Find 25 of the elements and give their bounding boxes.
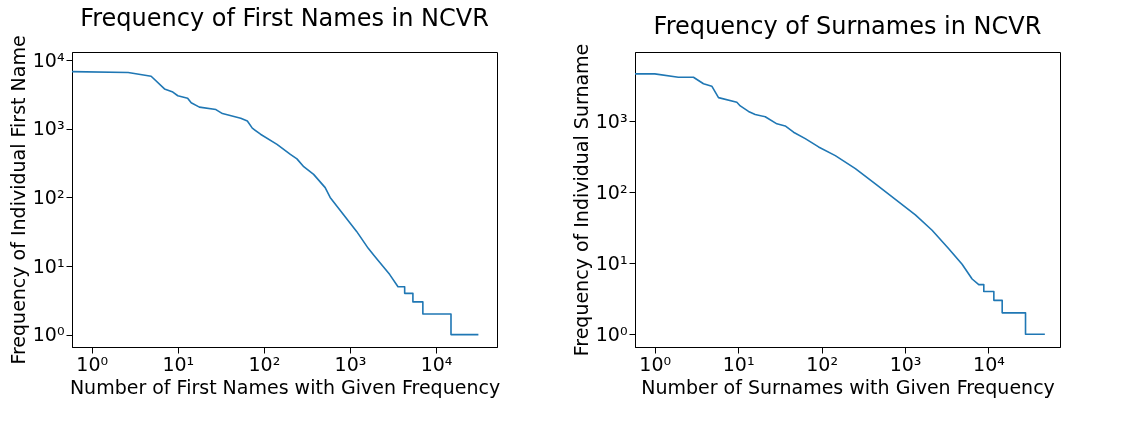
- y-tick-label: 10²: [595, 180, 628, 203]
- x-tick-label: 10²: [248, 352, 281, 375]
- y-tick-label: 10¹: [32, 254, 65, 277]
- y-tick-label: 10⁰: [32, 323, 65, 346]
- x-tick-label: 10²: [806, 352, 838, 375]
- x-tick-label: 10¹: [162, 352, 195, 375]
- x-tick-label: 10⁰: [639, 352, 672, 375]
- y-axis-title: Frequency of Individual First Name: [6, 35, 29, 365]
- y-tick-label: 10³: [32, 117, 65, 140]
- x-axis-title: Number of First Names with Given Frequency: [69, 375, 501, 398]
- y-tick-label: 10²: [32, 185, 65, 208]
- x-tick-label: 10¹: [722, 352, 755, 375]
- y-tick-label: 10⁴: [32, 48, 65, 71]
- chart-title: Frequency of Surnames in NCVR: [653, 12, 1042, 41]
- x-tick-label: 10³: [889, 352, 922, 375]
- x-tick-label: 10⁴: [420, 352, 453, 375]
- chart-title: Frequency of First Names in NCVR: [80, 3, 489, 32]
- x-tick-label: 10³: [334, 352, 367, 375]
- y-tick-label: 10¹: [595, 251, 628, 274]
- x-axis-title: Number of Surnames with Given Frequency: [641, 375, 1055, 398]
- x-tick-label: 10⁴: [973, 352, 1006, 375]
- y-axis-title: Frequency of Individual Surname: [569, 43, 592, 357]
- y-tick-label: 10³: [595, 109, 628, 132]
- x-tick-label: 10⁰: [76, 352, 109, 375]
- y-tick-label: 10⁰: [595, 322, 628, 345]
